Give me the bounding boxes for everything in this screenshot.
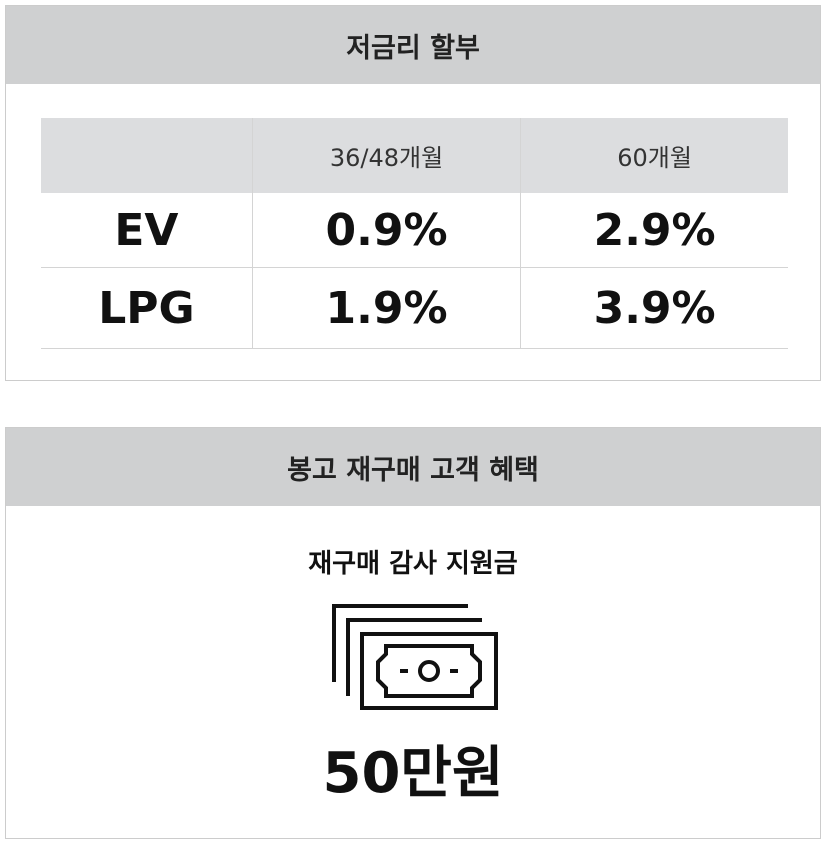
bill-front [360, 632, 498, 710]
header-cell [41, 118, 253, 193]
row-label: EV [41, 193, 253, 268]
money-icon [332, 604, 498, 710]
rate-cell: 2.9% [520, 193, 788, 268]
row-label: LPG [41, 267, 253, 349]
benefit-title: 봉고 재구매 고객 혜택 [6, 428, 820, 506]
header-row: 36/48개월 60개월 [41, 118, 788, 193]
rate-table: 36/48개월 60개월 EV 0.9% 2.9% LPG 1.9% 3.9% [41, 118, 788, 349]
bill-middle [346, 618, 482, 696]
rate-cell: 3.9% [520, 267, 788, 349]
rate-cell: 0.9% [251, 193, 521, 268]
rate-box: 저금리 할부 36/48개월 60개월 EV 0.9% 2.9% LPG 1.9… [5, 5, 821, 381]
bill-coin [418, 660, 440, 682]
row: LPG 1.9% 3.9% [41, 267, 788, 349]
row: EV 0.9% 2.9% [41, 193, 788, 268]
benefit-box: 봉고 재구매 고객 혜택 재구매 감사 지원금 50만원 [5, 427, 821, 839]
bill-back [332, 604, 468, 682]
benefit-amount: 50만원 [322, 741, 504, 806]
benefit-subtitle: 재구매 감사 지원금 [308, 549, 518, 579]
rate-cell: 1.9% [251, 267, 521, 349]
rate-title: 저금리 할부 [6, 6, 820, 84]
header-cell: 36/48개월 [251, 118, 521, 193]
bill-inner [376, 644, 482, 698]
header-cell: 60개월 [520, 118, 788, 193]
